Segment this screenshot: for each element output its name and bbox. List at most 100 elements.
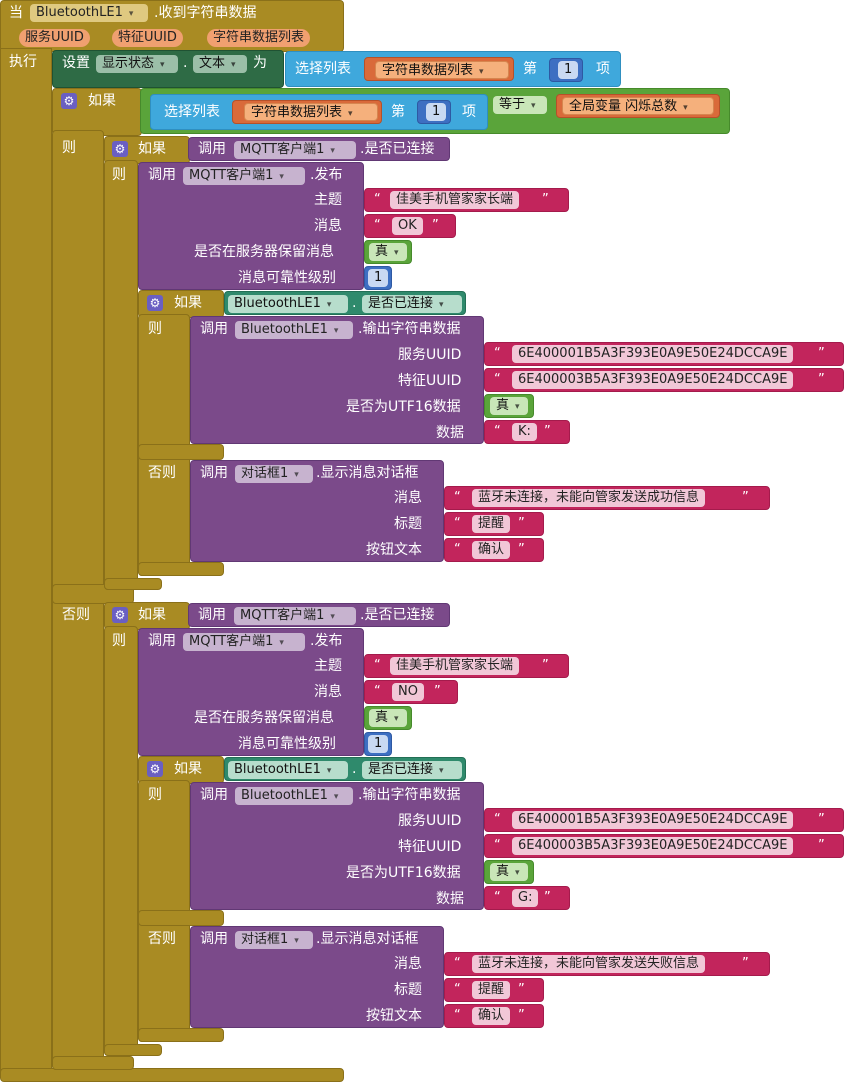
quote-close: ” (818, 838, 825, 853)
dialog-method-1: .显示消息对话框 (316, 465, 419, 481)
ble-prop-2[interactable]: 是否已连接 ▾ (362, 761, 462, 779)
dropdown-caret-icon: ▾ (515, 868, 520, 878)
dialog-msg-2[interactable]: 蓝牙未连接，未能向管家发送失败信息 (472, 955, 706, 973)
write-utf16-2[interactable]: 真 ▾ (490, 863, 528, 881)
publish-qos-2[interactable]: 1 (368, 735, 389, 753)
ble-else-2: 否则 (148, 931, 176, 947)
write-utf16-label-2: 是否为UTF16数据 (346, 865, 461, 881)
dialog-title-2[interactable]: 提醒 (472, 981, 511, 999)
publish-retain-2[interactable]: 真 ▾ (369, 709, 407, 727)
publish-comp-2[interactable]: MQTT客户端1 ▾ (183, 633, 305, 651)
publish-retain-1[interactable]: 真 ▾ (369, 243, 407, 261)
outer-index-value[interactable]: 1 (426, 103, 447, 121)
quote-close: ” (818, 812, 825, 827)
ble-dot-2: . (352, 761, 357, 777)
quote-open: “ (494, 372, 501, 387)
ble-then-1: 则 (148, 321, 162, 337)
select-list-label: 选择列表 (295, 61, 351, 77)
dialog-comp-1[interactable]: 对话框1 ▾ (235, 465, 313, 483)
ble-then-2: 则 (148, 787, 162, 803)
ble-if-2-bottom (138, 1028, 224, 1042)
gear-icon[interactable]: ⚙ (61, 93, 77, 109)
publish-qos-1[interactable]: 1 (368, 269, 389, 287)
gear-icon[interactable]: ⚙ (147, 761, 163, 777)
outer-select-label: 选择列表 (164, 104, 220, 120)
write-data-1[interactable]: K: (512, 423, 537, 441)
dialog-button-1[interactable]: 确认 (472, 541, 511, 559)
write-char-1[interactable]: 6E400003B5A3F393E0A9E50E24DCCA9E (512, 371, 794, 389)
publish-topic-2[interactable]: 佳美手机管家家长端 (390, 657, 520, 675)
write-method-1: .输出字符串数据 (358, 321, 461, 337)
param-string-list[interactable]: 字符串数据列表 (207, 29, 311, 47)
ble-prop-1[interactable]: 是否已连接 ▾ (362, 295, 462, 313)
event-name-label: .收到字符串数据 (154, 5, 257, 21)
dialog-msg-1[interactable]: 蓝牙未连接，未能向管家发送成功信息 (472, 489, 706, 507)
param-char-uuid[interactable]: 特征UUID (112, 29, 183, 47)
quote-open: “ (454, 490, 461, 505)
publish-topic-1[interactable]: 佳美手机管家家长端 (390, 191, 520, 209)
set-property-dropdown[interactable]: 文本 ▾ (193, 55, 247, 73)
event-component-dropdown[interactable]: BluetoothLE1 ▾ (30, 4, 148, 22)
write-call-1: 调用 (200, 321, 228, 337)
write-comp-2[interactable]: BluetoothLE1 ▾ (235, 787, 353, 805)
ble-if-1-bottom (138, 562, 224, 576)
write-comp-1[interactable]: BluetoothLE1 ▾ (235, 321, 353, 339)
quote-open: “ (494, 890, 501, 905)
mqtt-comp-2[interactable]: MQTT客户端1 ▾ (234, 607, 356, 625)
dialog-button-2[interactable]: 确认 (472, 1007, 511, 1025)
dropdown-caret-icon: ▾ (279, 638, 284, 648)
compare-op-dropdown[interactable]: 等于 ▾ (493, 96, 547, 114)
dialog-button-label-2: 按钮文本 (366, 1008, 422, 1024)
dropdown-caret-icon: ▾ (439, 766, 444, 776)
write-service-1[interactable]: 6E400001B5A3F393E0A9E50E24DCCA9E (512, 345, 794, 363)
publish-method-2: .发布 (310, 633, 343, 649)
gear-icon[interactable]: ⚙ (112, 607, 128, 623)
dialog-block-2[interactable] (190, 926, 444, 1028)
mqtt-comp-1[interactable]: MQTT客户端1 ▾ (234, 141, 356, 159)
outer-if-bottom (52, 1056, 134, 1070)
dialog-title-1[interactable]: 提醒 (472, 515, 511, 533)
quote-close: ” (542, 658, 549, 673)
write-utf16-1[interactable]: 真 ▾ (490, 397, 528, 415)
outer-index-prefix: 第 (391, 104, 405, 120)
dialog-method-2: .显示消息对话框 (316, 931, 419, 947)
mqtt-call-2: 调用 (198, 607, 226, 623)
dropdown-caret-icon: ▾ (330, 146, 335, 156)
quote-open: “ (494, 812, 501, 827)
mqtt-is-connected-label-2: .是否已连接 (360, 607, 435, 623)
quote-close: ” (518, 542, 525, 557)
publish-call-2: 调用 (148, 633, 176, 649)
publish-msg-label-2: 消息 (314, 684, 342, 700)
publish-msg-2[interactable]: NO (392, 683, 424, 701)
ble-dot-1: . (352, 295, 357, 311)
index-number-value[interactable]: 1 (558, 61, 579, 79)
dropdown-caret-icon: ▾ (294, 936, 299, 946)
ble-comp-1[interactable]: BluetoothLE1 ▾ (228, 295, 348, 313)
set-component-dropdown[interactable]: 显示状态 ▾ (96, 55, 178, 73)
outer-list-var-dropdown[interactable]: 字符串数据列表 ▾ (244, 103, 378, 121)
global-var-dropdown[interactable]: 全局变量 闪烁总数 ▾ (562, 97, 714, 115)
list-var-dropdown[interactable]: 字符串数据列表 ▾ (375, 61, 509, 79)
quote-open: “ (374, 192, 381, 207)
dialog-comp-2[interactable]: 对话框1 ▾ (235, 931, 313, 949)
mqtt-call-1: 调用 (198, 141, 226, 157)
mqtt-if-1-bottom (104, 578, 162, 590)
dialog-block-1[interactable] (190, 460, 444, 562)
quote-open: “ (494, 346, 501, 361)
ble-comp-2[interactable]: BluetoothLE1 ▾ (228, 761, 348, 779)
quote-close: ” (544, 890, 551, 905)
write-data-2[interactable]: G: (512, 889, 539, 907)
gear-icon[interactable]: ⚙ (147, 295, 163, 311)
publish-msg-label-1: 消息 (314, 218, 342, 234)
quote-close: ” (544, 424, 551, 439)
set-label: 设置 (62, 55, 90, 71)
param-service-uuid[interactable]: 服务UUID (19, 29, 90, 47)
gear-icon[interactable]: ⚙ (112, 141, 128, 157)
publish-msg-1[interactable]: OK (392, 217, 423, 235)
dropdown-caret-icon: ▾ (333, 326, 339, 336)
dropdown-caret-icon: ▾ (326, 300, 332, 310)
write-service-2[interactable]: 6E400001B5A3F393E0A9E50E24DCCA9E (512, 811, 794, 829)
dropdown-caret-icon: ▾ (683, 103, 688, 113)
write-char-2[interactable]: 6E400003B5A3F393E0A9E50E24DCCA9E (512, 837, 794, 855)
publish-comp-1[interactable]: MQTT客户端1 ▾ (183, 167, 305, 185)
